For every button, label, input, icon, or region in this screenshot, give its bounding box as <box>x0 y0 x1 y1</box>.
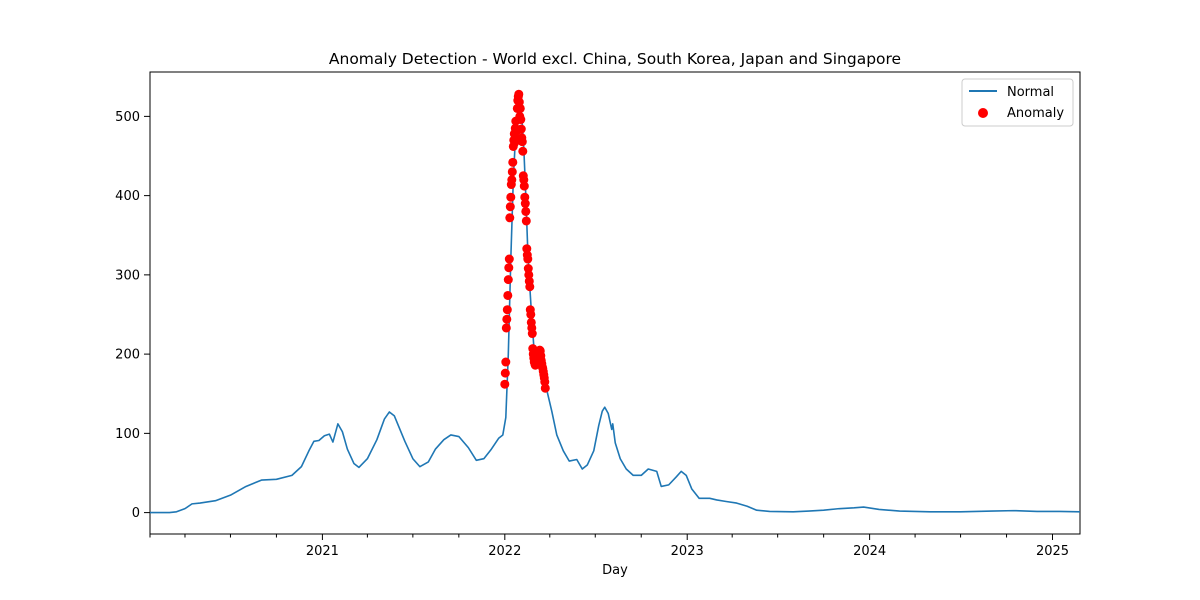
x-tick-label: 2023 <box>671 544 704 559</box>
series-layer <box>150 89 1081 514</box>
anomaly-point <box>503 275 513 285</box>
anomaly-point <box>505 202 515 212</box>
anomaly-point <box>515 103 525 113</box>
anomaly-point <box>502 305 512 315</box>
anomaly-point <box>501 357 511 367</box>
chart-title: Anomaly Detection - World excl. China, S… <box>329 50 901 68</box>
y-tick-label: 500 <box>115 110 140 125</box>
legend: Normal Anomaly <box>961 78 1074 127</box>
anomaly-point <box>501 323 511 333</box>
anomaly-point <box>507 167 517 177</box>
anomaly-point <box>519 181 529 191</box>
anomaly-point <box>503 290 513 300</box>
anomaly-point <box>540 383 550 393</box>
anomaly-point <box>508 157 518 167</box>
anomaly-point <box>527 329 537 339</box>
anomaly-point <box>505 213 515 223</box>
anomaly-point <box>516 124 526 134</box>
anomaly-point <box>521 216 531 226</box>
x-tick-label: 2025 <box>1036 544 1069 559</box>
anomaly-point <box>523 254 533 264</box>
y-tick-label: 300 <box>115 268 140 283</box>
anomaly-point <box>500 368 510 378</box>
anomaly-point <box>517 137 527 147</box>
x-tick-label: 2022 <box>488 544 521 559</box>
anomaly-point <box>514 89 524 99</box>
y-tick-label: 0 <box>132 506 140 521</box>
axes-frame <box>149 71 1081 535</box>
anomaly-point <box>516 115 526 125</box>
y-tick-label: 100 <box>115 427 140 442</box>
anomaly-point <box>526 309 536 319</box>
y-tick-label: 200 <box>115 348 140 363</box>
anomaly-point <box>500 379 510 389</box>
plot-area: 2021 2022 2023 2024 2025 0 100 200 300 400 500 <box>115 71 1081 559</box>
legend-normal-label: Normal <box>1007 85 1054 100</box>
y-axis: 0 100 200 300 400 500 <box>115 110 150 521</box>
anomaly-point <box>502 314 512 324</box>
x-tick-label: 2021 <box>306 544 339 559</box>
legend-anomaly-label: Anomaly <box>1007 106 1064 121</box>
x-axis: 2021 2022 2023 2024 2025 <box>149 534 1069 559</box>
x-tick-label: 2024 <box>853 544 886 559</box>
y-tick-label: 400 <box>115 189 140 204</box>
anomaly-point <box>506 192 516 202</box>
anomaly-point <box>520 199 530 209</box>
anomaly-point <box>507 175 517 185</box>
anomaly-point <box>525 282 535 292</box>
anomaly-point <box>504 263 514 273</box>
legend-anomaly-swatch <box>978 108 988 118</box>
x-axis-label: Day <box>602 563 628 578</box>
anomaly-point <box>504 254 514 264</box>
anomaly-point <box>518 146 528 156</box>
anomaly-point <box>521 206 531 216</box>
